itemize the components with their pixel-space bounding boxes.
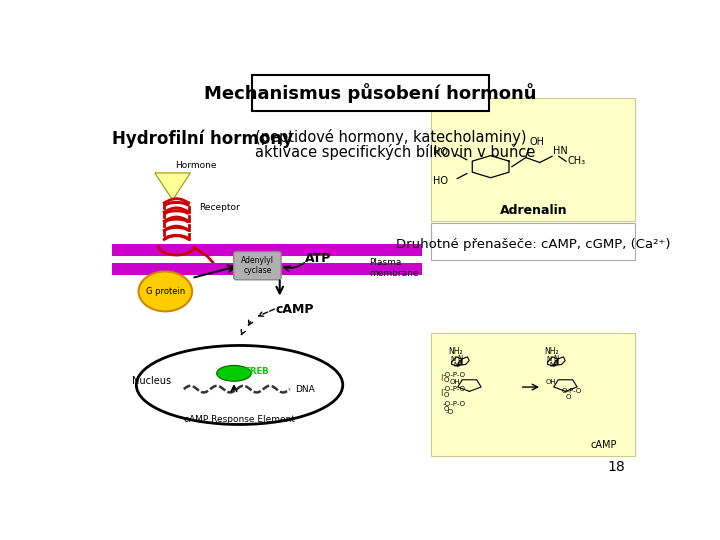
FancyBboxPatch shape xyxy=(252,75,489,111)
Text: N: N xyxy=(457,360,463,366)
Text: N: N xyxy=(450,356,455,362)
Text: Plasma
membrane: Plasma membrane xyxy=(369,258,418,278)
Text: |: | xyxy=(440,374,442,381)
Text: Receptor: Receptor xyxy=(199,204,240,212)
Text: Druhotné přenašeče: cAMP, cGMP, (Ca²⁺): Druhotné přenašeče: cAMP, cGMP, (Ca²⁺) xyxy=(396,238,671,251)
Text: O-P-O: O-P-O xyxy=(562,388,582,394)
Text: O: O xyxy=(444,406,449,412)
Bar xyxy=(112,263,422,275)
Text: O: O xyxy=(444,377,449,383)
Text: OH: OH xyxy=(449,379,460,385)
Text: O: O xyxy=(566,394,572,401)
Text: cAMP: cAMP xyxy=(276,303,315,316)
Text: -O-P-O: -O-P-O xyxy=(443,372,466,377)
FancyBboxPatch shape xyxy=(431,333,635,456)
Text: N: N xyxy=(546,356,552,362)
Text: aktivace specifických bílkovin v buňce: aktivace specifických bílkovin v buňce xyxy=(255,144,535,160)
Text: Adenylyl
cyclase: Adenylyl cyclase xyxy=(241,256,274,275)
Text: Nucleus: Nucleus xyxy=(132,376,171,386)
Text: OH: OH xyxy=(545,379,556,385)
Circle shape xyxy=(138,272,192,312)
Text: NH₂: NH₂ xyxy=(544,347,559,356)
Text: N: N xyxy=(453,362,458,368)
Bar xyxy=(112,245,422,256)
Text: CREB: CREB xyxy=(245,367,270,376)
Text: G protein: G protein xyxy=(145,287,185,296)
Text: CH₃: CH₃ xyxy=(567,156,585,166)
Text: Adrenalin: Adrenalin xyxy=(500,204,567,217)
Text: N: N xyxy=(549,362,554,368)
Text: DNA: DNA xyxy=(295,384,315,394)
Text: Hydrofilní hormony: Hydrofilní hormony xyxy=(112,129,293,148)
FancyBboxPatch shape xyxy=(431,223,635,260)
Ellipse shape xyxy=(217,366,251,381)
Text: -O: -O xyxy=(446,409,454,415)
Text: N: N xyxy=(554,360,559,366)
Text: Mechanismus působení hormonů: Mechanismus působení hormonů xyxy=(204,83,536,103)
Text: (peptidové hormony, katecholaminy): (peptidové hormony, katecholaminy) xyxy=(255,129,526,145)
Text: N: N xyxy=(554,355,559,361)
Text: ATP: ATP xyxy=(305,253,331,266)
Text: O: O xyxy=(444,392,449,397)
Text: cAMP Response Element: cAMP Response Element xyxy=(184,415,295,424)
Text: -O-P-O: -O-P-O xyxy=(443,386,466,392)
Text: HN: HN xyxy=(553,146,568,156)
Text: Hormone: Hormone xyxy=(176,160,217,170)
Text: HO: HO xyxy=(433,176,449,186)
Polygon shape xyxy=(155,173,190,200)
Text: -O-P-O: -O-P-O xyxy=(443,401,466,407)
FancyBboxPatch shape xyxy=(234,252,281,280)
Text: 18: 18 xyxy=(608,461,626,474)
Text: cAMP: cAMP xyxy=(590,440,616,450)
Text: N: N xyxy=(457,355,463,361)
FancyBboxPatch shape xyxy=(431,98,635,221)
Text: HO: HO xyxy=(433,147,449,157)
Text: OH: OH xyxy=(529,137,544,147)
Text: |: | xyxy=(440,389,442,395)
Text: NH₂: NH₂ xyxy=(449,347,463,356)
